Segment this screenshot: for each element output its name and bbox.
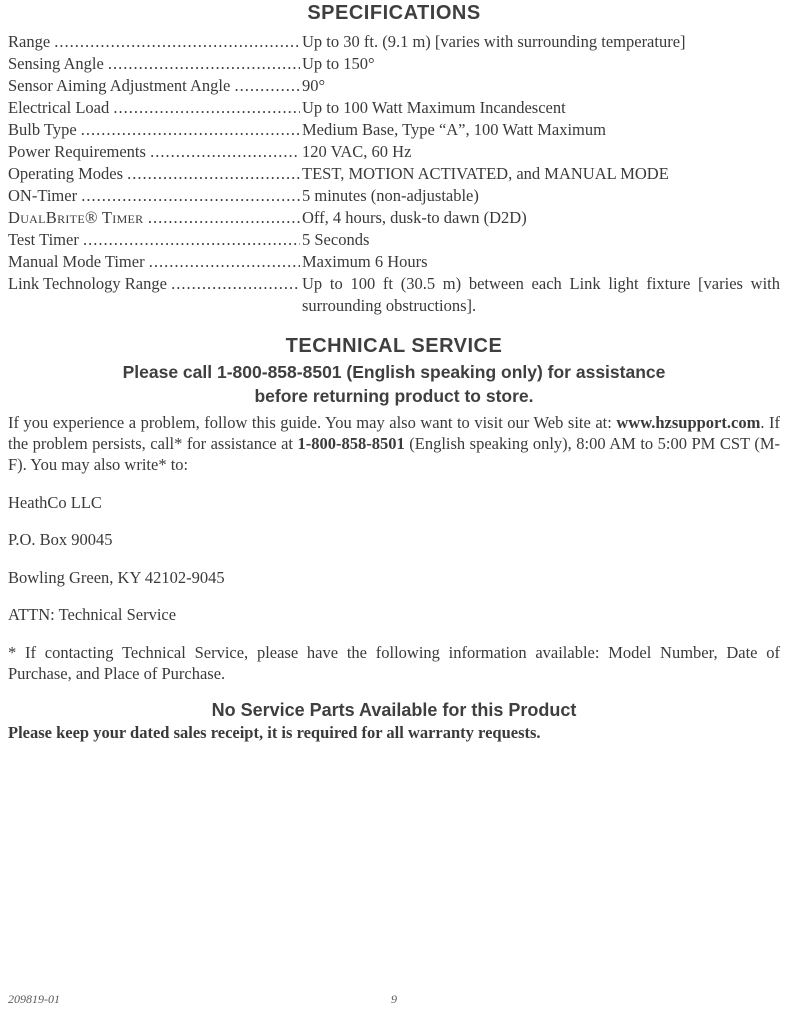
- spec-value: Off, 4 hours, dusk-to dawn (D2D): [300, 207, 780, 229]
- spec-value: 120 VAC, 60 Hz: [300, 141, 780, 163]
- subhead-line-1: Please call 1-800-858-8501 (English spea…: [123, 362, 666, 382]
- keep-receipt-notice: Please keep your dated sales receipt, it…: [8, 723, 780, 743]
- address-line-3: Bowling Green, KY 42102-9045: [8, 567, 780, 588]
- spec-row: Electrical Load Up to 100 Watt Maximum I…: [8, 97, 780, 119]
- spec-row: Sensor Aiming Adjustment Angle 90°: [8, 75, 780, 97]
- spec-value: 5 Seconds: [300, 229, 780, 251]
- website-bold: www.hzsupport.com: [616, 413, 760, 432]
- phone-bold: 1-800-858-8501: [298, 434, 405, 453]
- spec-label: Manual Mode Timer: [8, 251, 300, 273]
- para-text: If you experience a problem, follow this…: [8, 413, 616, 432]
- spec-value: Maximum 6 Hours: [300, 251, 780, 273]
- page-number: 9: [8, 992, 780, 1007]
- spec-row: Operating Modes TEST, MOTION ACTIVATED, …: [8, 163, 780, 185]
- subhead-line-2: before returning product to store.: [254, 386, 533, 406]
- spec-value: Up to 100 ft (30.5 m) between each Link …: [300, 273, 780, 317]
- technical-service-title: TECHNICAL SERVICE: [8, 335, 780, 358]
- spec-row: Range Up to 30 ft. (9.1 m) [varies with …: [8, 31, 780, 53]
- spec-label: ON-Timer: [8, 185, 300, 207]
- page: SPECIFICATIONS Range Up to 30 ft. (9.1 m…: [0, 0, 788, 1019]
- specifications-title: SPECIFICATIONS: [8, 0, 780, 25]
- spec-label: Sensor Aiming Adjustment Angle: [8, 75, 300, 97]
- spec-label: Bulb Type: [8, 119, 300, 141]
- spec-row: ON-Timer 5 minutes (non-adjustable): [8, 185, 780, 207]
- spec-row: Power Requirements 120 VAC, 60 Hz: [8, 141, 780, 163]
- spec-row: Test Timer 5 Seconds: [8, 229, 780, 251]
- spec-label: Operating Modes: [8, 163, 300, 185]
- spec-value: Up to 150°: [300, 53, 780, 75]
- spec-label: Electrical Load: [8, 97, 300, 119]
- spec-label: Power Requirements: [8, 141, 300, 163]
- spec-row: DualBrite® Timer Off, 4 hours, dusk-to d…: [8, 207, 780, 229]
- spec-row: Bulb Type Medium Base, Type “A”, 100 Wat…: [8, 119, 780, 141]
- spec-row: Sensing Angle Up to 150°: [8, 53, 780, 75]
- spec-value: Up to 100 Watt Maximum Incandescent: [300, 97, 780, 119]
- spec-label: Test Timer: [8, 229, 300, 251]
- technical-service-subhead: Please call 1-800-858-8501 (English spea…: [8, 360, 780, 408]
- spec-value: 5 minutes (non-adjustable): [300, 185, 780, 207]
- no-service-parts: No Service Parts Available for this Prod…: [8, 700, 780, 721]
- spec-row: Link Technology Range Up to 100 ft (30.5…: [8, 273, 780, 317]
- address-line-4: ATTN: Technical Service: [8, 604, 780, 625]
- specifications-table: Range Up to 30 ft. (9.1 m) [varies with …: [8, 31, 780, 317]
- spec-label: Link Technology Range: [8, 273, 300, 295]
- footnote: * If contacting Technical Service, pleas…: [8, 642, 780, 684]
- spec-label: Sensing Angle: [8, 53, 300, 75]
- address-line-1: HeathCo LLC: [8, 492, 780, 513]
- address-line-2: P.O. Box 90045: [8, 529, 780, 550]
- spec-label: Range: [8, 31, 300, 53]
- spec-value: Up to 30 ft. (9.1 m) [varies with surrou…: [300, 31, 780, 53]
- spec-value: Medium Base, Type “A”, 100 Watt Maximum: [300, 119, 780, 141]
- spec-value: TEST, MOTION ACTIVATED, and MANUAL MODE: [300, 163, 780, 185]
- spec-value: 90°: [300, 75, 780, 97]
- technical-service-paragraph: If you experience a problem, follow this…: [8, 412, 780, 475]
- spec-row: Manual Mode Timer Maximum 6 Hours: [8, 251, 780, 273]
- spec-label: DualBrite® Timer: [8, 207, 300, 229]
